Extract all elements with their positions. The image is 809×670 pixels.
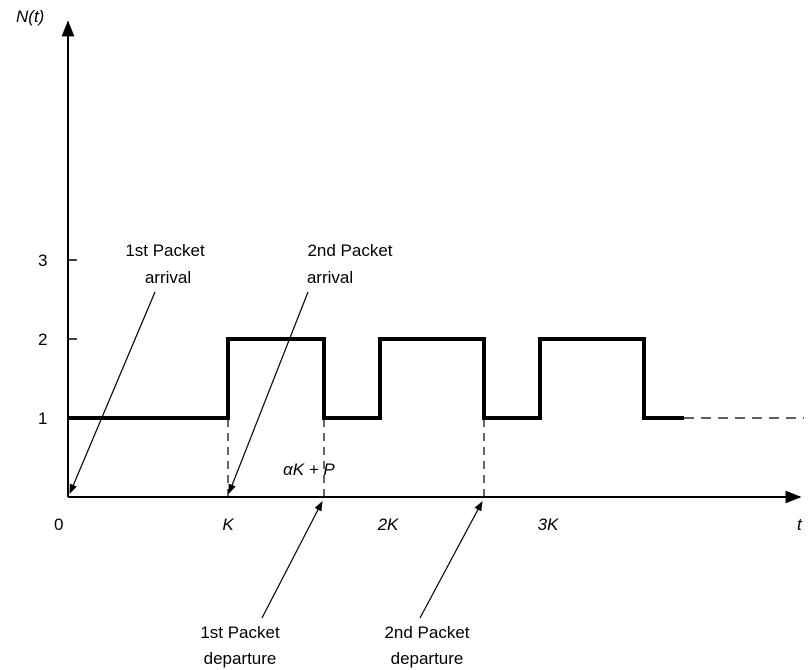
- y-tick-label: 3: [38, 251, 47, 270]
- annotation-2nd-arrival: 2nd Packet arrival: [228, 241, 393, 494]
- annotation-text: departure: [204, 649, 277, 668]
- annotation-text: 2nd Packet: [384, 623, 469, 642]
- annotation-arrow: [261, 501, 323, 619]
- y-tick-label: 1: [38, 409, 47, 428]
- svg-text:2nd Packet: 2nd Packet: [307, 241, 392, 260]
- annotation-2nd-departure: 2nd Packet departure: [384, 501, 483, 668]
- x-tick-label: 3K: [538, 515, 559, 534]
- annotation-1st-arrival: 1st Packet arrival: [69, 241, 205, 494]
- x-axis-label: t: [797, 515, 803, 534]
- svg-text:departure: departure: [391, 649, 464, 668]
- annotation-text: 1st Packet: [200, 623, 280, 642]
- annotation-text: 1st Packet: [125, 241, 205, 260]
- origin-label: 0: [54, 515, 63, 534]
- annotation-1st-departure: 1st Packet departure: [200, 501, 323, 668]
- annotation-text: departure: [391, 649, 464, 668]
- x-tick-label: K: [222, 515, 234, 534]
- svg-text:2nd Packet: 2nd Packet: [384, 623, 469, 642]
- annotation-arrow: [228, 291, 309, 494]
- series-line: [68, 337, 684, 420]
- svg-text:1st Packet: 1st Packet: [125, 241, 205, 260]
- svg-text:departure: departure: [204, 649, 277, 668]
- annotation-text: arrival: [307, 268, 353, 287]
- y-tick-label: 2: [38, 330, 47, 349]
- x-tick-label: 2K: [377, 515, 399, 534]
- annotation-arrow: [69, 291, 156, 494]
- annotation-text: arrival: [145, 268, 191, 287]
- svg-text:arrival: arrival: [307, 268, 353, 287]
- series-group: [68, 337, 804, 420]
- svg-text:arrival: arrival: [145, 268, 191, 287]
- x-ticks: K 2K 3K: [222, 515, 559, 534]
- svg-text:1st Packet: 1st Packet: [200, 623, 280, 642]
- annotation-text: 2nd Packet: [307, 241, 392, 260]
- y-axis-label: N(t): [16, 7, 44, 26]
- interval-label: αK + P: [283, 460, 335, 479]
- annotation-arrow: [419, 501, 483, 619]
- y-ticks: 1 2 3: [38, 251, 77, 428]
